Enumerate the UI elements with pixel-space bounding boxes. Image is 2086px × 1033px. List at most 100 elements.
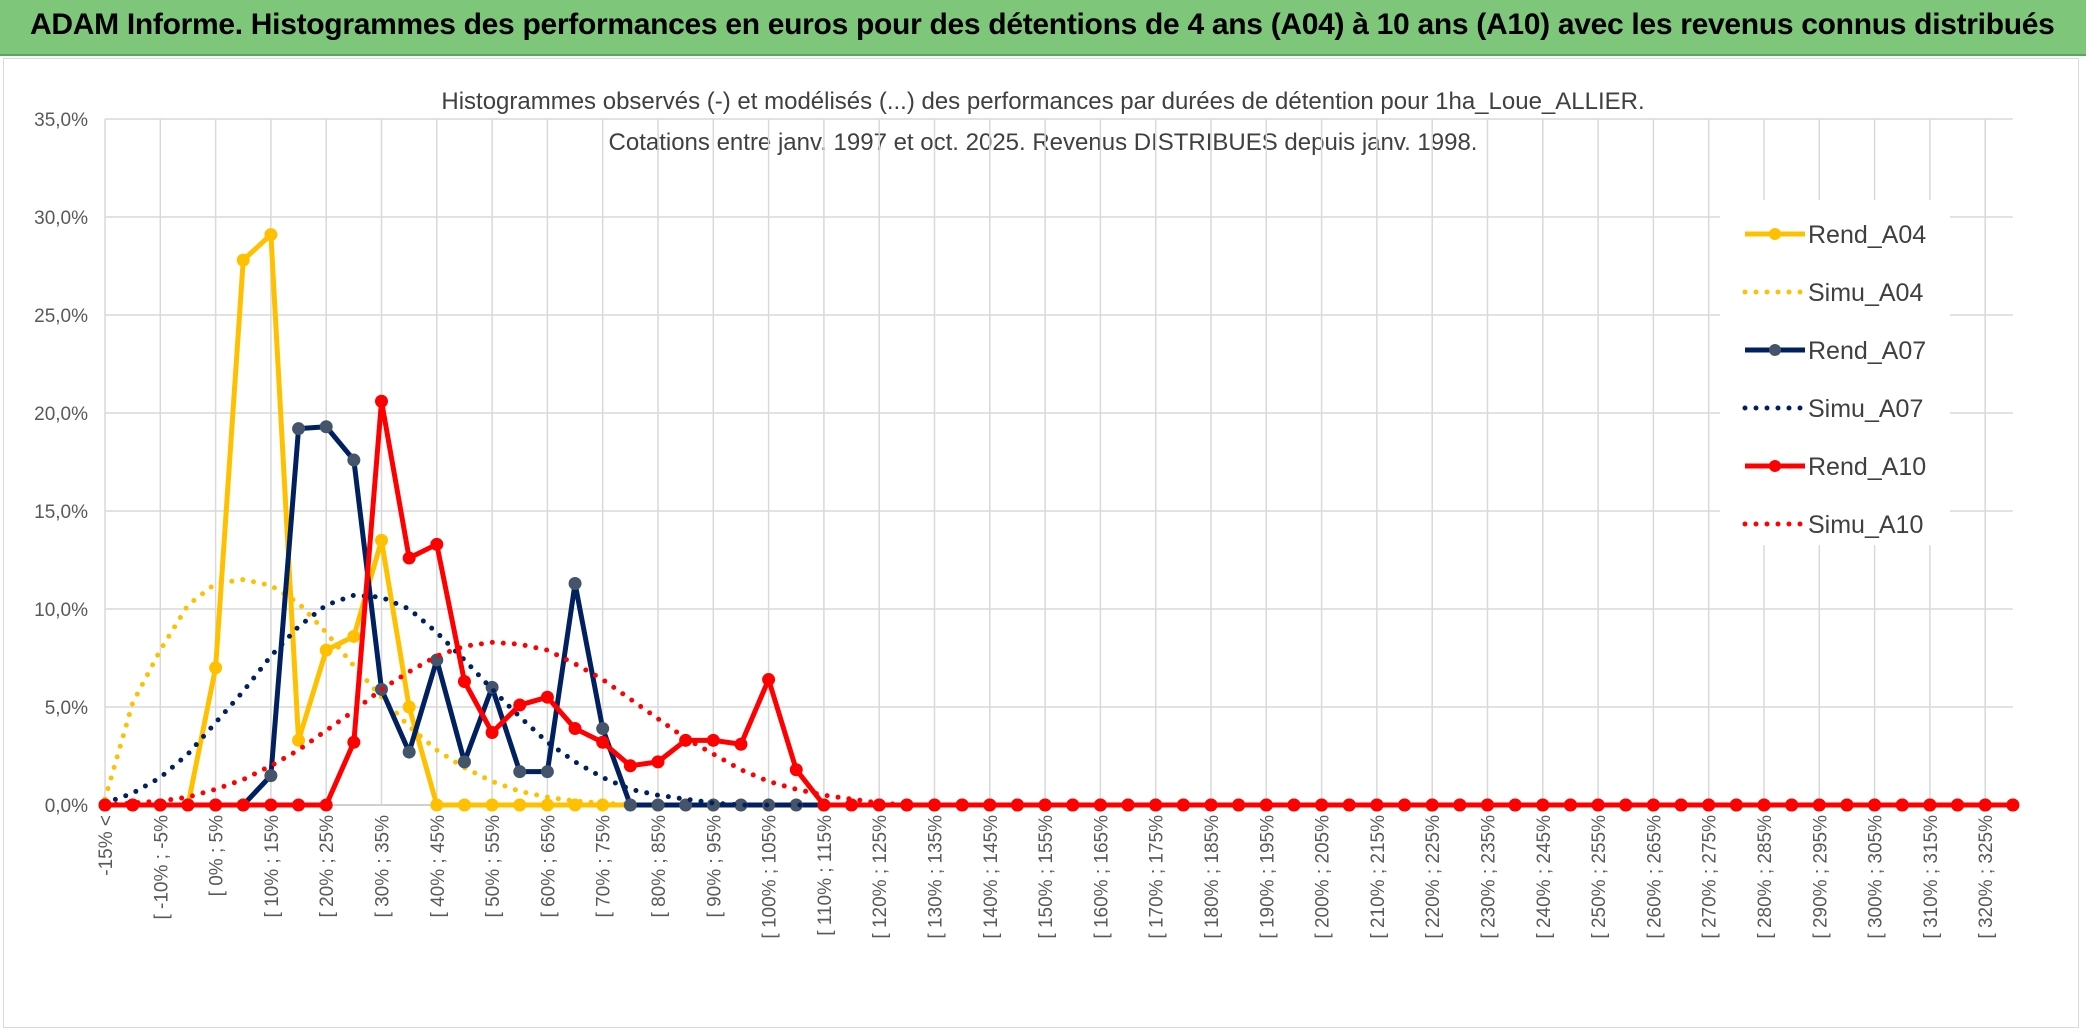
x-tick-label: [ 280% ; 285% <box>1755 815 1776 939</box>
data-point <box>457 675 471 689</box>
data-point <box>181 798 195 812</box>
data-point <box>540 765 554 779</box>
x-tick-label: [ 110% ; 115% <box>815 815 836 936</box>
x-tick-label: [ 230% ; 235% <box>1479 815 1500 939</box>
data-point <box>319 798 333 812</box>
data-point <box>457 798 471 812</box>
data-point <box>651 755 665 769</box>
x-tick-label: -15% < <box>96 815 117 876</box>
data-point <box>872 798 886 812</box>
series-lines <box>98 228 2020 812</box>
x-tick-label: [ 160% ; 165% <box>1091 815 1112 939</box>
x-tick-label: [ 220% ; 225% <box>1423 815 1444 939</box>
x-tick-label: [ 90% ; 95% <box>704 815 725 918</box>
y-tick-label: 15,0% <box>34 502 88 523</box>
data-point <box>568 577 582 591</box>
data-point <box>2006 798 2020 812</box>
data-point <box>623 798 637 812</box>
x-tick-label: [ 10% ; 15% <box>262 815 283 918</box>
series-line <box>102 639 2016 808</box>
report-header: ADAM Informe. Histogrammes des performan… <box>0 0 2086 56</box>
legend: Rend_A04 Simu_A04 Rend_A07 Simu_A07 Rend_A10… <box>1720 200 1950 545</box>
x-tick-label: [ 270% ; 275% <box>1700 815 1721 939</box>
x-tick-label: [ 310% ; 315% <box>1921 815 1942 939</box>
data-point <box>402 745 416 759</box>
data-point <box>706 733 720 747</box>
x-tick-label: [ 210% ; 215% <box>1368 815 1389 939</box>
data-point <box>264 798 278 812</box>
data-point <box>319 420 333 434</box>
data-point <box>596 722 610 736</box>
data-point <box>651 798 665 812</box>
x-tick-label: [ 260% ; 265% <box>1644 815 1665 939</box>
y-tick-label: 25,0% <box>34 306 88 327</box>
x-tick-label: [ 20% ; 25% <box>317 815 338 918</box>
data-point <box>485 798 499 812</box>
x-tick-label: [ 200% ; 205% <box>1313 815 1334 939</box>
data-point <box>513 765 527 779</box>
data-point <box>292 798 306 812</box>
y-tick-label: 30,0% <box>34 208 88 229</box>
x-tick-label: [ 100% ; 105% <box>760 815 781 939</box>
data-point <box>347 453 361 467</box>
x-tick-label: [ 0% ; 5% <box>207 815 228 896</box>
data-point <box>402 700 416 714</box>
legend-item: Simu_A07 <box>1742 395 1923 423</box>
data-point <box>402 551 416 565</box>
x-tick-label: [ -10% ; -5% <box>151 815 172 920</box>
data-point <box>292 422 306 436</box>
chart-subtitle: Cotations entre janv. 1997 et oct. 2025.… <box>609 129 1478 156</box>
report-title: ADAM Informe. Histogrammes des performan… <box>30 8 2055 41</box>
legend-label: Simu_A07 <box>1808 395 1923 423</box>
legend-item: Rend_A04 <box>1745 221 1926 249</box>
legend-item: Rend_A10 <box>1745 453 1926 481</box>
series-simu-a07 <box>102 592 2016 808</box>
data-point <box>209 798 223 812</box>
data-point <box>762 673 776 687</box>
series-line <box>102 592 2016 808</box>
y-tick-label: 10,0% <box>34 600 88 621</box>
series-simu-a10 <box>102 639 2016 808</box>
y-axis-tick-labels: 0,0% 5,0% 10,0% 15,0% 20,0% 25,0% 30,0% 35,0% <box>34 110 88 817</box>
x-tick-label: [ 70% ; 75% <box>594 815 615 918</box>
x-tick-label: [ 150% ; 155% <box>1036 815 1057 939</box>
data-point <box>513 698 527 712</box>
x-tick-label: [ 80% ; 85% <box>649 815 670 918</box>
x-tick-label: [ 290% ; 295% <box>1810 815 1831 939</box>
data-point <box>568 722 582 736</box>
legend-item: Simu_A10 <box>1742 511 1923 539</box>
legend-item: Simu_A04 <box>1742 279 1923 307</box>
x-tick-label: [ 140% ; 145% <box>981 815 1002 939</box>
x-tick-label: [ 170% ; 175% <box>1147 815 1168 939</box>
y-tick-label: 0,0% <box>45 796 88 817</box>
x-axis-tick-labels: -15% < [ -10% ; -5% [ 0% ; 5% [ 10% ; 15% [ … <box>96 815 1997 939</box>
y-tick-label: 5,0% <box>45 698 88 719</box>
data-point <box>292 733 306 747</box>
data-point <box>540 798 554 812</box>
chart-title: Histogrammes observés (-) et modélisés (… <box>441 88 1644 115</box>
data-point <box>375 533 388 547</box>
data-point <box>817 798 831 812</box>
data-point <box>236 798 250 812</box>
y-tick-label: 20,0% <box>34 404 88 425</box>
x-tick-label: [ 250% ; 255% <box>1589 815 1610 939</box>
x-tick-label: [ 300% ; 305% <box>1866 815 1887 939</box>
x-tick-label: [ 130% ; 135% <box>926 815 947 939</box>
x-tick-label: [ 30% ; 35% <box>373 815 394 918</box>
legend-label: Simu_A10 <box>1808 511 1923 539</box>
data-point <box>347 629 361 643</box>
legend-label: Rend_A04 <box>1808 221 1926 249</box>
legend-label: Rend_A07 <box>1808 337 1926 365</box>
x-tick-label: [ 190% ; 195% <box>1257 815 1278 939</box>
data-point <box>540 690 554 704</box>
data-point <box>236 253 250 267</box>
data-point <box>430 798 444 812</box>
x-tick-label: [ 40% ; 45% <box>428 815 449 918</box>
data-point <box>430 537 444 551</box>
x-tick-label: [ 120% ; 125% <box>870 815 891 939</box>
x-tick-label: [ 180% ; 185% <box>1202 815 1223 939</box>
data-point <box>679 798 693 812</box>
data-point <box>264 228 278 242</box>
data-point <box>457 755 471 769</box>
